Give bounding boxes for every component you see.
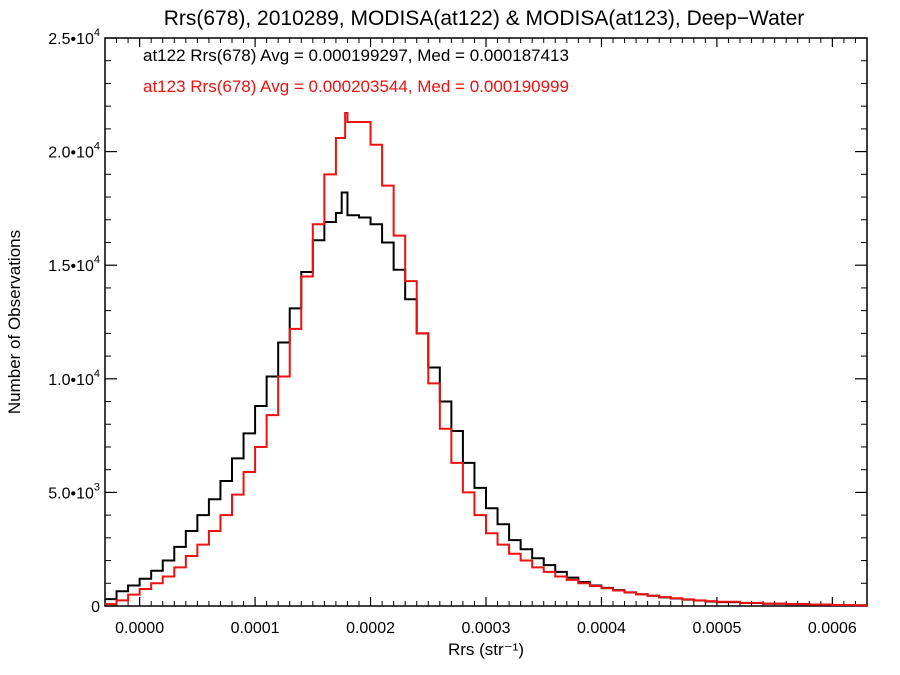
x-tick-label: 0.0001 — [231, 620, 280, 637]
series-group — [105, 111, 868, 607]
y-tick-label: 2.0•104 — [48, 141, 100, 162]
x-tick-label: 0.0005 — [692, 620, 741, 637]
y-tick-exponent: 4 — [94, 27, 100, 39]
plot-area: 0.0000 0.0001 0.0002 0.0003 0.0004 0.0005 0.00… — [48, 27, 868, 637]
x-tick-label: 0.0003 — [462, 620, 511, 637]
y-tick-label: 0 — [91, 599, 100, 616]
axis-ticks: 0.0000 0.0001 0.0002 0.0003 0.0004 0.0005 0.00… — [48, 27, 868, 637]
x-tick-label: 0.0002 — [346, 620, 395, 637]
series-line-1 — [105, 111, 868, 607]
y-tick-base: 2.0•10 — [48, 145, 94, 162]
y-tick-base: 1.0•10 — [48, 372, 94, 389]
y-tick-base: 0 — [91, 599, 100, 616]
y-tick-exponent: 4 — [94, 254, 100, 266]
legend: at122 Rrs(678) Avg = 0.000199297, Med = … — [143, 46, 569, 96]
y-tick-exponent: 4 — [94, 141, 100, 153]
y-tick-base: 5.0•10 — [48, 485, 94, 502]
x-tick-label: 0.0004 — [577, 620, 626, 637]
y-tick-base: 1.5•10 — [48, 258, 94, 275]
y-tick-label: 1.0•104 — [48, 368, 100, 389]
y-tick-label: 5.0•103 — [48, 481, 100, 502]
y-tick-label: 2.5•104 — [48, 27, 100, 48]
y-tick-exponent: 3 — [94, 481, 100, 493]
chart-title: Rrs(678), 2010289, MODISA(at122) & MODIS… — [164, 7, 805, 30]
legend-entry-at122: at122 Rrs(678) Avg = 0.000199297, Med = … — [143, 46, 569, 65]
y-tick-base: 2.5•10 — [48, 31, 94, 48]
series-line-0 — [105, 191, 868, 607]
x-tick-label: 0.0000 — [115, 620, 164, 637]
legend-entry-at123: at123 Rrs(678) Avg = 0.000203544, Med = … — [143, 77, 569, 96]
y-tick-exponent: 4 — [94, 368, 100, 380]
y-tick-label: 1.5•104 — [48, 254, 100, 275]
x-axis-label: Rrs (str⁻¹) — [448, 640, 524, 659]
y-axis-label: Number of Observations — [5, 230, 24, 414]
x-tick-label: 0.0006 — [808, 620, 857, 637]
